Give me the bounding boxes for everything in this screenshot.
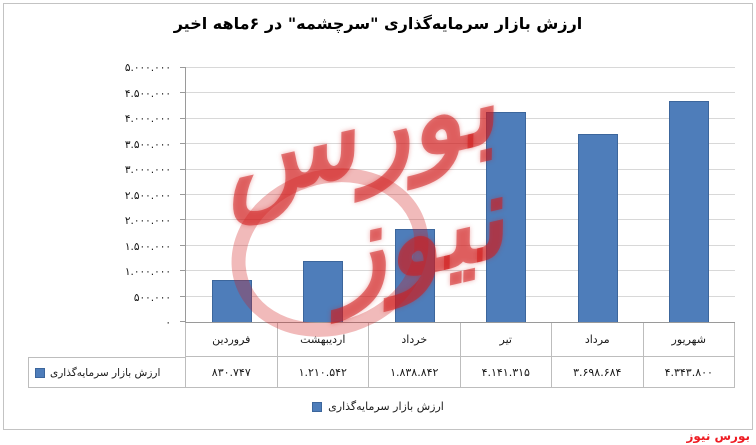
bar [669, 101, 710, 322]
bar-column-تیر [461, 68, 553, 322]
legend-key-icon [312, 401, 323, 412]
y-axis-tick [180, 92, 186, 94]
y-axis-tick [180, 295, 186, 297]
y-axis: ۰ ۵۰۰.۰۰۰ ۱.۰۰۰.۰۰۰ ۱.۵۰۰.۰۰۰ ۲.۰۰۰.۰۰۰ ۲.۵۰۰… [90, 62, 175, 329]
y-tick-label: ۴.۰۰۰.۰۰۰ [124, 113, 171, 125]
chart-frame [3, 3, 753, 430]
plot-area [180, 67, 735, 323]
bar [303, 260, 344, 322]
gridline [186, 270, 735, 272]
y-axis-tick [180, 117, 186, 119]
y-axis-tick [180, 143, 186, 145]
month-header-cell: مرداد [552, 323, 644, 356]
gridline [186, 194, 735, 195]
y-tick-label: ۵۰۰.۰۰۰ [133, 291, 171, 304]
y-tick-label: ۰ [165, 317, 171, 329]
bar [486, 111, 527, 322]
y-tick-label: ۱.۰۰۰.۰۰۰ [124, 266, 171, 278]
month-header-cell: تیر [461, 323, 552, 356]
bars [186, 68, 735, 322]
value-cell: ۸۳۰.۷۴۷ [185, 357, 278, 387]
chart-title: ارزش بازار سرمایه‌گذاری "سرچشمه" در ۶ماه… [173, 14, 583, 33]
value-cell: ۱.۲۱۰.۵۴۲ [278, 357, 369, 387]
bar [211, 279, 252, 322]
y-tick-label: ۳.۵۰۰.۰۰۰ [124, 138, 171, 151]
y-tick-label: ۴.۵۰۰.۰۰۰ [124, 87, 171, 100]
bar-column-خرداد [369, 68, 461, 322]
y-axis-tick [180, 270, 186, 272]
month-header-cell: شهریور [644, 323, 735, 356]
gridline [186, 244, 735, 246]
month-header-cell: اردیبهشت [278, 323, 369, 356]
month-header-cell: فروردین [185, 323, 278, 356]
series-key-icon [35, 367, 45, 378]
y-tick-label: ۵.۰۰۰.۰۰۰ [124, 62, 171, 74]
value-cell: ۱.۸۳۸.۸۴۲ [369, 357, 461, 387]
gridline [186, 219, 735, 221]
gridline [186, 295, 735, 297]
y-axis-tick [180, 168, 186, 170]
y-tick-label: ۱.۵۰۰.۰۰۰ [124, 240, 171, 253]
gridline [186, 67, 735, 68]
value-cell: ۳.۶۹۸.۶۸۴ [552, 357, 644, 387]
y-axis-tick [180, 194, 186, 195]
bar-column-اردیبهشت [278, 68, 370, 322]
bar-column-شهریور [644, 68, 736, 322]
bar [394, 228, 435, 322]
gridline [186, 168, 735, 170]
legend-label: ارزش بازار سرمایه‌گذاری [328, 400, 444, 413]
y-axis-tick [180, 219, 186, 221]
value-cell: ۴.۱۴۱.۳۱۵ [461, 357, 552, 387]
table-row-label: ارزش بازار سرمایه‌گذاری [28, 357, 185, 388]
bourse-news-logo: بورس نیوز [686, 429, 750, 443]
bar-column-فروردین [186, 68, 278, 322]
y-axis-tick [180, 321, 186, 322]
y-tick-label: ۳.۰۰۰.۰۰۰ [124, 164, 171, 176]
y-axis-tick [180, 67, 186, 68]
month-header-cell: خرداد [369, 323, 461, 356]
gridline [186, 117, 735, 119]
y-axis-tick [180, 244, 186, 246]
row-label-text: ارزش بازار سرمایه‌گذاری [50, 366, 161, 379]
y-tick-label: ۲.۰۰۰.۰۰۰ [124, 215, 171, 227]
table-months-row: فروردین اردیبهشت خرداد تیر مرداد شهریور [185, 323, 735, 357]
table-values-row: ۸۳۰.۷۴۷ ۱.۲۱۰.۵۴۲ ۱.۸۳۸.۸۴۲ ۴.۱۴۱.۳۱۵ ۳.۶۹۸.… [185, 357, 735, 388]
y-tick-label: ۲.۵۰۰.۰۰۰ [124, 189, 171, 202]
value-cell: ۴.۳۴۳.۸۰۰ [644, 357, 735, 387]
bar [577, 134, 618, 322]
gridline [186, 92, 735, 94]
bar-column-مرداد [552, 68, 644, 322]
legend: ارزش بازار سرمایه‌گذاری [0, 400, 756, 413]
gridline [186, 143, 735, 145]
